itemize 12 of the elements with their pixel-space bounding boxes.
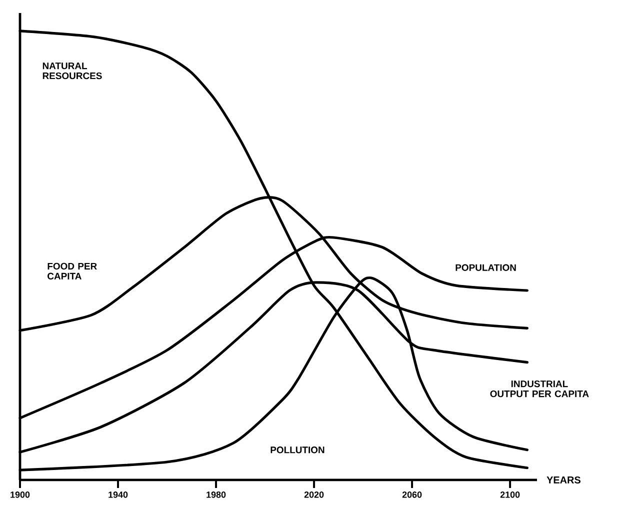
- text: NATURAL RESOURCES: [42, 62, 102, 80]
- x-tick-label: 1980: [206, 492, 226, 498]
- x-tick-label: 2020: [304, 492, 324, 498]
- x-tick-label: 2100: [500, 492, 520, 498]
- x-tick-label: 1900: [10, 492, 30, 498]
- text: POLLUTION: [270, 446, 324, 454]
- text: INDUSTRIAL OUTPUT PER CAPITA: [490, 380, 589, 398]
- x-axis-title: YEARS: [546, 476, 580, 484]
- text: FOOD PER CAPITA: [48, 262, 97, 280]
- series-label: POPULATION: [456, 264, 516, 271]
- x-tick-label: 1940: [108, 492, 128, 498]
- x-tick-label: 2060: [402, 492, 422, 498]
